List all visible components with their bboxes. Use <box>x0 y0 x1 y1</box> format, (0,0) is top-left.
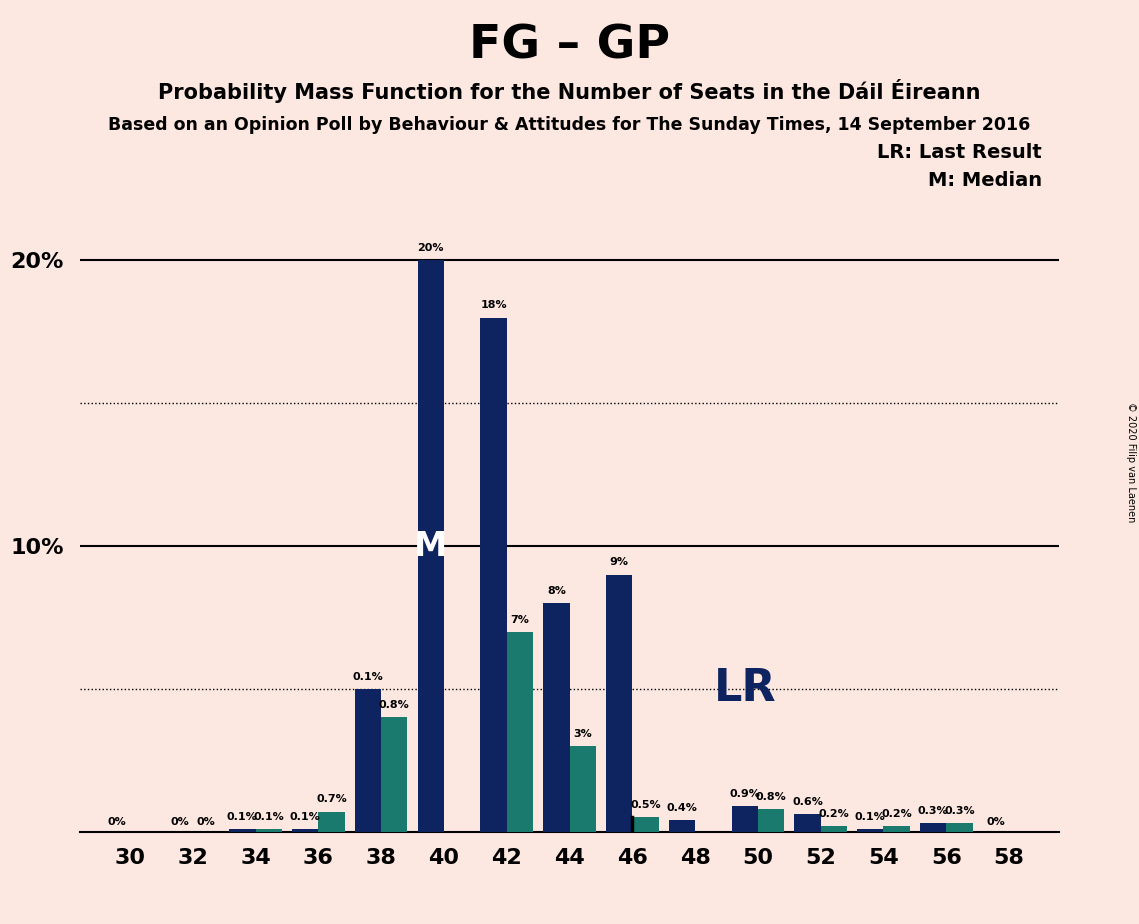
Bar <box>507 632 533 832</box>
Text: 0.3%: 0.3% <box>944 806 975 816</box>
Text: 0.2%: 0.2% <box>819 808 850 819</box>
Text: 0.7%: 0.7% <box>317 795 347 805</box>
Bar <box>920 823 947 832</box>
Bar <box>354 688 382 832</box>
Text: FG – GP: FG – GP <box>469 23 670 68</box>
Bar <box>318 811 345 832</box>
Text: 0%: 0% <box>170 818 189 827</box>
Bar <box>669 821 695 832</box>
Bar <box>947 823 973 832</box>
Text: 0.2%: 0.2% <box>882 808 912 819</box>
Bar <box>481 318 507 832</box>
Text: 0%: 0% <box>986 818 1006 827</box>
Text: 8%: 8% <box>547 586 566 596</box>
Text: Probability Mass Function for the Number of Seats in the Dáil Éireann: Probability Mass Function for the Number… <box>158 79 981 103</box>
Bar <box>821 826 847 832</box>
Text: 0.5%: 0.5% <box>630 800 661 810</box>
Bar <box>418 261 444 832</box>
Text: 0.1%: 0.1% <box>289 811 320 821</box>
Bar <box>570 746 596 832</box>
Text: 0.6%: 0.6% <box>792 797 822 808</box>
Bar <box>382 717 408 832</box>
Text: 7%: 7% <box>510 614 530 625</box>
Text: © 2020 Filip van Laenen: © 2020 Filip van Laenen <box>1126 402 1136 522</box>
Bar <box>794 814 821 832</box>
Bar <box>255 829 282 832</box>
Text: M: Median: M: Median <box>928 171 1042 190</box>
Bar <box>543 603 570 832</box>
Bar <box>884 826 910 832</box>
Bar <box>632 818 658 832</box>
Text: 0.9%: 0.9% <box>729 789 760 798</box>
Text: Based on an Opinion Poll by Behaviour & Attitudes for The Sunday Times, 14 Septe: Based on an Opinion Poll by Behaviour & … <box>108 116 1031 133</box>
Bar <box>229 829 255 832</box>
Text: 0.1%: 0.1% <box>353 672 384 682</box>
Text: 0.4%: 0.4% <box>666 803 697 813</box>
Bar <box>731 806 757 832</box>
Text: 0.3%: 0.3% <box>918 806 949 816</box>
Text: 0.1%: 0.1% <box>855 811 886 821</box>
Text: 3%: 3% <box>573 729 592 739</box>
Text: 18%: 18% <box>481 300 507 310</box>
Text: LR: Last Result: LR: Last Result <box>877 143 1042 163</box>
Text: 0.1%: 0.1% <box>253 811 284 821</box>
Bar <box>606 575 632 832</box>
Text: 20%: 20% <box>418 243 444 253</box>
Text: 0%: 0% <box>197 818 215 827</box>
Text: 9%: 9% <box>609 557 629 567</box>
Bar <box>757 808 785 832</box>
Text: 0.1%: 0.1% <box>227 811 257 821</box>
Text: M: M <box>415 529 448 563</box>
Text: LR: LR <box>714 667 777 711</box>
Text: 0.8%: 0.8% <box>755 792 786 802</box>
Text: 0.8%: 0.8% <box>379 700 410 711</box>
Bar <box>292 829 318 832</box>
Bar <box>857 829 884 832</box>
Text: 0%: 0% <box>107 818 126 827</box>
